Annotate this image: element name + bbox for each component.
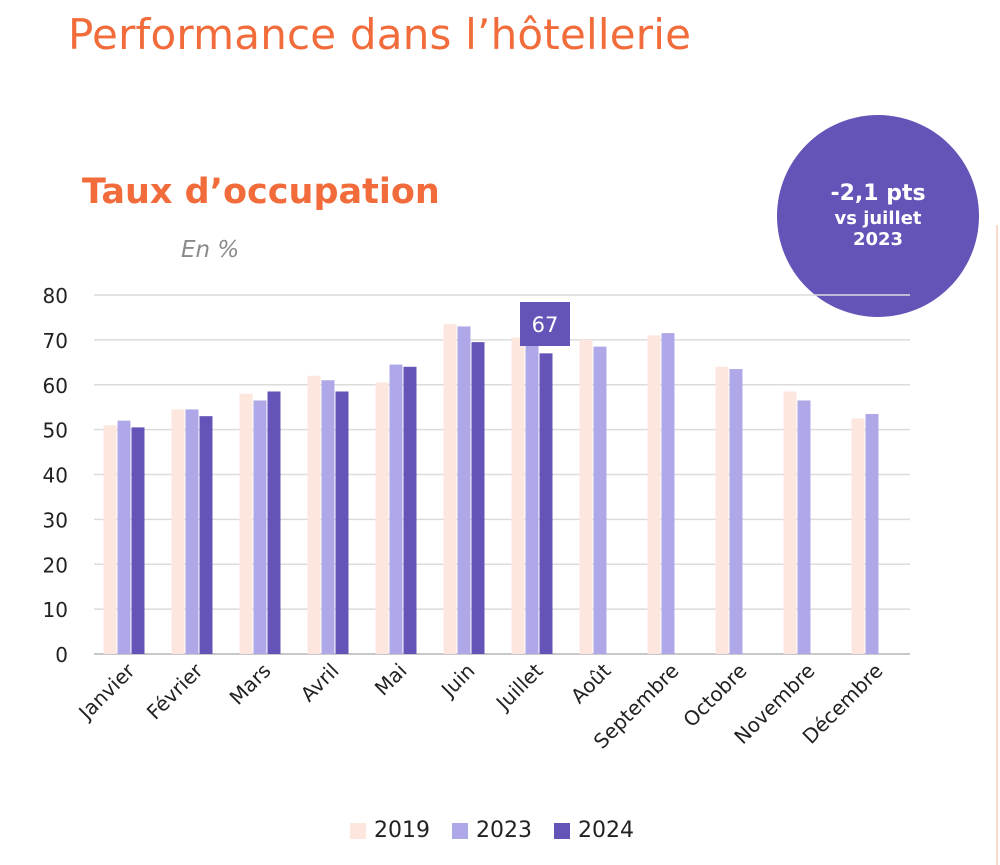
bar-2023-mars bbox=[253, 400, 267, 654]
y-tick-label: 80 bbox=[43, 284, 68, 308]
legend-item-2023: 2023 bbox=[452, 818, 532, 843]
bar-2019-octobre bbox=[715, 366, 729, 654]
legend-swatch bbox=[350, 822, 366, 839]
bar-2019-janvier bbox=[103, 425, 117, 654]
y-tick-label: 30 bbox=[43, 508, 68, 532]
legend-swatch bbox=[452, 822, 468, 839]
x-tick-label: Juillet bbox=[490, 658, 548, 716]
x-tick-label: Janvier bbox=[73, 658, 141, 726]
page-edge-divider bbox=[996, 225, 998, 865]
bar-2019-septembre bbox=[647, 335, 661, 654]
chart-title: Taux d’occupation bbox=[82, 172, 440, 212]
bar-2023-juin bbox=[457, 326, 471, 654]
variation-badge: -2,1 pts vs juillet 2023 bbox=[777, 115, 979, 317]
legend-label: 2019 bbox=[374, 818, 430, 843]
bar-2024-janvier bbox=[131, 427, 145, 654]
legend-item-2024: 2024 bbox=[554, 818, 634, 843]
bar-2023-février bbox=[185, 409, 199, 654]
badge-line-3: 2023 bbox=[852, 229, 904, 251]
legend-swatch bbox=[554, 822, 570, 839]
x-tick-label: Février bbox=[142, 658, 208, 724]
y-tick-label: 0 bbox=[55, 643, 68, 667]
bar-2024-avril bbox=[335, 391, 349, 654]
data-label-text: 67 bbox=[532, 313, 559, 337]
data-label-juillet-2024: 67 bbox=[520, 302, 570, 346]
badge-line-2: vs juillet bbox=[834, 207, 922, 229]
x-tick-label: Juin bbox=[435, 659, 479, 703]
bar-2023-novembre bbox=[797, 400, 811, 654]
bar-2023-septembre bbox=[661, 333, 675, 654]
data-label-box bbox=[520, 302, 570, 346]
chart-legend: 2019 2023 2024 bbox=[350, 818, 634, 843]
bar-2019-août bbox=[579, 339, 593, 654]
y-tick-label: 70 bbox=[43, 329, 68, 353]
bar-2019-mai bbox=[375, 382, 389, 654]
bar-2019-décembre bbox=[851, 418, 865, 654]
bar-2019-novembre bbox=[783, 391, 797, 654]
bar-2023-octobre bbox=[729, 369, 743, 654]
y-tick-label: 20 bbox=[43, 553, 68, 577]
legend-label: 2023 bbox=[476, 818, 532, 843]
badge-line-1: -2,1 pts bbox=[830, 181, 926, 207]
x-tick-label: Mars bbox=[225, 659, 276, 710]
y-tick-label: 40 bbox=[43, 464, 68, 488]
bar-2023-janvier bbox=[117, 420, 131, 654]
legend-item-2019: 2019 bbox=[350, 818, 430, 843]
y-tick-label: 10 bbox=[43, 598, 68, 622]
bar-2024-mars bbox=[267, 391, 281, 654]
bar-2023-août bbox=[593, 346, 607, 654]
y-tick-label: 60 bbox=[43, 374, 68, 398]
x-tick-label: Août bbox=[566, 658, 616, 708]
page-title: Performance dans l’hôtellerie bbox=[68, 10, 692, 59]
legend-label: 2024 bbox=[578, 818, 634, 843]
bar-2023-mai bbox=[389, 364, 403, 654]
bar-2019-mars bbox=[239, 393, 253, 654]
bar-2024-mai bbox=[403, 366, 417, 654]
bar-2019-juillet bbox=[511, 337, 525, 654]
bar-2019-juin bbox=[443, 324, 457, 654]
bar-2019-février bbox=[171, 409, 185, 654]
bar-2023-décembre bbox=[865, 413, 879, 654]
bar-2019-avril bbox=[307, 375, 321, 654]
unit-label: En % bbox=[181, 237, 240, 263]
bar-2023-avril bbox=[321, 380, 335, 654]
x-tick-label: Avril bbox=[296, 659, 344, 707]
bar-2024-février bbox=[199, 416, 213, 654]
x-tick-label: Mai bbox=[370, 659, 412, 701]
bar-2023-juillet bbox=[525, 344, 539, 654]
bar-2024-juin bbox=[471, 342, 485, 654]
y-tick-label: 50 bbox=[43, 419, 68, 443]
bar-2024-juillet bbox=[539, 353, 553, 654]
